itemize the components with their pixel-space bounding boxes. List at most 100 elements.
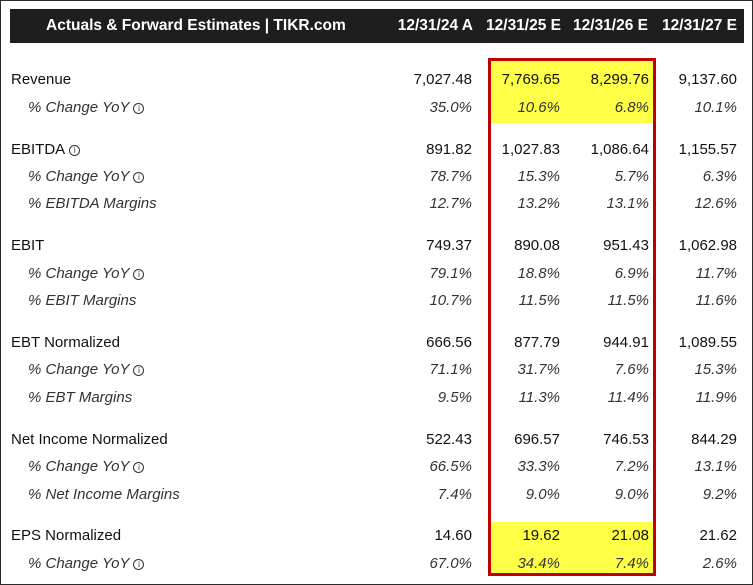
cell: 33.3% [517, 458, 560, 475]
row-label-text: % Change YoY [28, 168, 130, 185]
cell: 1,089.55 [678, 334, 737, 351]
cell: 21.08 [611, 527, 649, 544]
row-revenue: Revenue 7,027.48 7,769.65 8,299.76 9,137… [0, 69, 753, 91]
cell: 7.4% [614, 555, 649, 572]
cell: 78.7% [429, 168, 472, 185]
highlight-revenue [491, 61, 653, 123]
row-label: EBITDA i [11, 139, 81, 161]
row-label-text: EBITDA [11, 141, 66, 158]
info-icon[interactable]: i [133, 559, 145, 570]
cell: 10.1% [694, 99, 737, 116]
row-net-income-margins: % Net Income Margins 7.4% 9.0% 9.0% 9.2% [0, 484, 753, 506]
info-icon[interactable]: i [133, 269, 145, 280]
cell: 7.4% [437, 486, 472, 503]
row-label: % EBITDA Margins [28, 195, 157, 212]
row-ebt: EBT Normalized 666.56 877.79 944.91 1,08… [0, 332, 753, 354]
row-label: % Change YoY i [28, 97, 145, 119]
header-col-2026: 12/31/26 E [573, 17, 648, 34]
cell: 746.53 [603, 431, 649, 448]
row-label-text: % Change YoY [28, 361, 130, 378]
cell: 79.1% [429, 265, 472, 282]
row-label-text: % Change YoY [28, 99, 130, 116]
row-ebt-change: % Change YoY i 71.1% 31.7% 7.6% 15.3% [0, 359, 753, 381]
row-ebitda-margins: % EBITDA Margins 12.7% 13.2% 13.1% 12.6% [0, 193, 753, 215]
cell: 10.7% [429, 292, 472, 309]
row-ebt-margins: % EBT Margins 9.5% 11.3% 11.4% 11.9% [0, 387, 753, 409]
cell: 11.7% [695, 265, 737, 282]
cell: 890.08 [514, 237, 560, 254]
row-eps: EPS Normalized 14.60 19.62 21.08 21.62 [0, 525, 753, 547]
cell: 844.29 [691, 431, 737, 448]
cell: 6.9% [614, 265, 649, 282]
row-label: % Net Income Margins [28, 486, 180, 503]
row-label: Net Income Normalized [11, 431, 168, 448]
info-icon[interactable]: i [133, 365, 145, 376]
row-ebit-change: % Change YoY i 79.1% 18.8% 6.9% 11.7% [0, 263, 753, 285]
row-label: % Change YoY i [28, 166, 145, 188]
cell: 1,027.83 [501, 141, 560, 158]
info-icon[interactable]: i [133, 103, 145, 114]
row-revenue-change: % Change YoY i 35.0% 10.6% 6.8% 10.1% [0, 97, 753, 119]
cell: 9.5% [437, 389, 472, 406]
cell: 877.79 [514, 334, 560, 351]
row-net-income-change: % Change YoY i 66.5% 33.3% 7.2% 13.1% [0, 456, 753, 478]
cell: 9.2% [702, 486, 737, 503]
cell: 11.6% [695, 292, 737, 309]
cell: 11.9% [695, 389, 737, 406]
row-ebitda-change: % Change YoY i 78.7% 15.3% 5.7% 6.3% [0, 166, 753, 188]
row-ebit: EBIT 749.37 890.08 951.43 1,062.98 [0, 235, 753, 257]
cell: 11.4% [607, 389, 649, 406]
row-label: EBT Normalized [11, 334, 120, 351]
row-label: EBIT [11, 237, 45, 254]
cell: 10.6% [517, 99, 560, 116]
cell: 1,086.64 [590, 141, 649, 158]
info-icon[interactable]: i [133, 462, 145, 473]
cell: 6.3% [702, 168, 737, 185]
cell: 13.2% [517, 195, 560, 212]
cell: 5.7% [614, 168, 649, 185]
cell: 13.1% [606, 195, 649, 212]
info-icon[interactable]: i [69, 145, 81, 156]
header-title: Actuals & Forward Estimates | TIKR.com [46, 17, 346, 34]
cell: 696.57 [514, 431, 560, 448]
cell: 67.0% [429, 555, 472, 572]
cell: 1,155.57 [678, 141, 737, 158]
estimate-highlight-box [488, 58, 656, 576]
cell: 749.37 [426, 237, 472, 254]
cell: 6.8% [614, 99, 649, 116]
cell: 666.56 [426, 334, 472, 351]
cell: 9.0% [614, 486, 649, 503]
row-label: % Change YoY i [28, 359, 145, 381]
row-label: % Change YoY i [28, 263, 145, 285]
cell: 7,027.48 [413, 71, 472, 88]
info-icon[interactable]: i [133, 172, 145, 183]
cell: 9,137.60 [678, 71, 737, 88]
cell: 11.5% [518, 292, 560, 309]
cell: 12.6% [694, 195, 737, 212]
header-col-2024: 12/31/24 A [397, 17, 473, 34]
cell: 7.2% [614, 458, 649, 475]
row-ebitda: EBITDA i 891.82 1,027.83 1,086.64 1,155.5… [0, 139, 753, 161]
cell: 11.5% [607, 292, 649, 309]
row-label: % EBIT Margins [28, 292, 137, 309]
cell: 7.6% [614, 361, 649, 378]
cell: 2.6% [702, 555, 737, 572]
row-eps-change: % Change YoY i 67.0% 34.4% 7.4% 2.6% [0, 553, 753, 575]
cell: 71.1% [429, 361, 472, 378]
cell: 891.82 [426, 141, 472, 158]
cell: 35.0% [429, 99, 472, 116]
header-col-2025: 12/31/25 E [486, 17, 561, 34]
row-label: % Change YoY i [28, 456, 145, 478]
cell: 15.3% [517, 168, 560, 185]
cell: 66.5% [429, 458, 472, 475]
highlight-eps [491, 522, 653, 573]
cell: 15.3% [694, 361, 737, 378]
cell: 1,062.98 [678, 237, 737, 254]
header-col-2027: 12/31/27 E [662, 17, 737, 34]
cell: 11.3% [518, 389, 560, 406]
cell: 944.91 [603, 334, 649, 351]
cell: 31.7% [517, 361, 560, 378]
cell: 12.7% [429, 195, 472, 212]
row-label-text: % Change YoY [28, 555, 130, 572]
cell: 13.1% [694, 458, 737, 475]
